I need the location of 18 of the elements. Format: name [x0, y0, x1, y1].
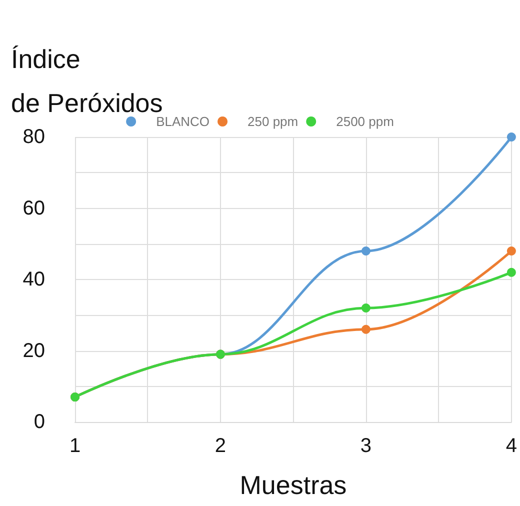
y-tick-label: 60	[22, 197, 45, 220]
y-tick-label: 80	[22, 126, 45, 148]
x-tick-label: 2	[214, 435, 226, 457]
legend-label: 250 ppm	[248, 114, 298, 129]
point	[506, 268, 516, 277]
x-tick-label: 3	[360, 435, 372, 457]
legend-label: 2500 ppm	[336, 114, 394, 129]
point	[361, 246, 370, 256]
y-tick-label: 40	[22, 268, 45, 290]
x-axis-title: Muestras	[240, 470, 347, 500]
point	[361, 324, 370, 334]
x-tick-label: 1	[69, 435, 81, 457]
x-tick-label: 4	[506, 435, 517, 457]
point	[506, 246, 516, 256]
point	[361, 304, 370, 312]
y-tick-label: 0	[34, 411, 45, 433]
point	[506, 132, 516, 142]
y-tick-label: 20	[22, 340, 45, 362]
